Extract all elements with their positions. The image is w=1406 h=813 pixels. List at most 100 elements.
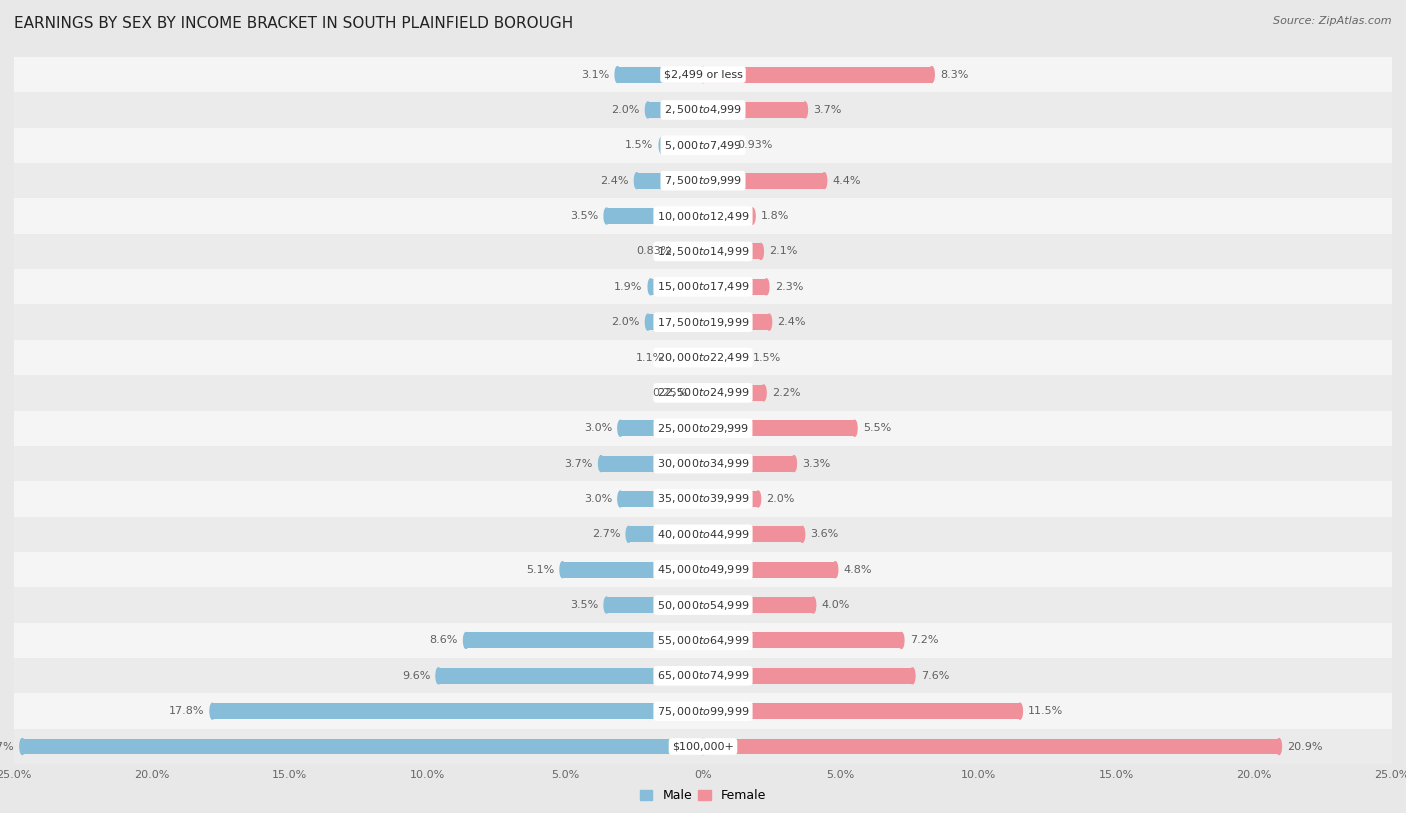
Ellipse shape — [700, 491, 706, 507]
Bar — [14, 57, 1392, 92]
Ellipse shape — [700, 455, 706, 472]
Ellipse shape — [700, 667, 706, 684]
Text: 7.6%: 7.6% — [921, 671, 949, 680]
Bar — [14, 552, 1392, 587]
Ellipse shape — [436, 667, 441, 684]
Ellipse shape — [832, 562, 838, 578]
Ellipse shape — [626, 526, 631, 542]
Bar — [703, 738, 1279, 754]
Bar — [600, 455, 703, 472]
Ellipse shape — [693, 385, 699, 401]
Ellipse shape — [700, 420, 706, 437]
Ellipse shape — [599, 455, 603, 472]
Ellipse shape — [700, 738, 706, 754]
Bar — [703, 137, 728, 154]
Ellipse shape — [803, 102, 807, 118]
Text: 4.8%: 4.8% — [844, 565, 872, 575]
Ellipse shape — [700, 208, 706, 224]
Ellipse shape — [792, 455, 796, 472]
Text: 3.5%: 3.5% — [569, 211, 599, 221]
Bar — [14, 659, 1392, 693]
Text: $100,000+: $100,000+ — [672, 741, 734, 751]
Bar — [14, 623, 1392, 659]
Bar — [562, 562, 703, 578]
Text: 9.6%: 9.6% — [402, 671, 430, 680]
Bar — [14, 340, 1392, 375]
Bar — [14, 128, 1392, 163]
Text: 3.3%: 3.3% — [803, 459, 831, 468]
Text: $15,000 to $17,499: $15,000 to $17,499 — [657, 280, 749, 293]
Ellipse shape — [560, 562, 565, 578]
Bar — [14, 587, 1392, 623]
Text: $75,000 to $99,999: $75,000 to $99,999 — [657, 705, 749, 718]
Bar — [681, 243, 703, 259]
Bar — [14, 233, 1392, 269]
Text: 3.1%: 3.1% — [581, 70, 609, 80]
Bar — [703, 420, 855, 437]
Ellipse shape — [20, 738, 25, 754]
Bar — [14, 693, 1392, 729]
Bar — [672, 350, 703, 366]
Bar — [703, 491, 758, 507]
Ellipse shape — [700, 633, 706, 649]
Text: 3.5%: 3.5% — [569, 600, 599, 610]
Ellipse shape — [617, 491, 623, 507]
Bar — [703, 526, 803, 542]
Text: $35,000 to $39,999: $35,000 to $39,999 — [657, 493, 749, 506]
Ellipse shape — [605, 597, 609, 613]
Ellipse shape — [700, 491, 706, 507]
Bar — [14, 411, 1392, 446]
Ellipse shape — [617, 420, 623, 437]
Text: 3.0%: 3.0% — [583, 424, 612, 433]
Text: 1.5%: 1.5% — [752, 353, 780, 363]
Text: 17.8%: 17.8% — [169, 706, 204, 716]
Bar — [14, 376, 1392, 411]
Ellipse shape — [700, 562, 706, 578]
Ellipse shape — [700, 385, 706, 401]
Text: $65,000 to $74,999: $65,000 to $74,999 — [657, 669, 749, 682]
Text: 2.2%: 2.2% — [772, 388, 800, 398]
Text: 1.8%: 1.8% — [761, 211, 789, 221]
Bar — [22, 738, 703, 754]
Text: 2.1%: 2.1% — [769, 246, 797, 256]
Ellipse shape — [700, 279, 706, 295]
Text: 3.7%: 3.7% — [813, 105, 842, 115]
Bar — [14, 92, 1392, 128]
Text: 4.4%: 4.4% — [832, 176, 860, 185]
Text: 0.83%: 0.83% — [637, 246, 672, 256]
Text: 2.4%: 2.4% — [778, 317, 806, 327]
Ellipse shape — [758, 243, 763, 259]
Text: 1.5%: 1.5% — [626, 141, 654, 150]
Bar — [14, 729, 1392, 764]
Text: 1.1%: 1.1% — [636, 353, 665, 363]
Bar — [212, 703, 703, 720]
Text: 2.0%: 2.0% — [612, 317, 640, 327]
Ellipse shape — [634, 172, 640, 189]
Ellipse shape — [700, 420, 706, 437]
Ellipse shape — [209, 703, 215, 720]
Bar — [651, 279, 703, 295]
Ellipse shape — [700, 172, 706, 189]
Bar — [628, 526, 703, 542]
Bar — [14, 269, 1392, 304]
Bar — [606, 208, 703, 224]
Text: 3.6%: 3.6% — [810, 529, 839, 539]
Text: 11.5%: 11.5% — [1028, 706, 1063, 716]
Text: $5,000 to $7,499: $5,000 to $7,499 — [664, 139, 742, 152]
Text: $17,500 to $19,999: $17,500 to $19,999 — [657, 315, 749, 328]
Ellipse shape — [700, 208, 706, 224]
Ellipse shape — [671, 350, 675, 366]
Bar — [703, 279, 766, 295]
Text: 5.5%: 5.5% — [863, 424, 891, 433]
Bar — [703, 455, 794, 472]
Bar — [703, 314, 769, 330]
Ellipse shape — [910, 667, 915, 684]
Ellipse shape — [700, 137, 706, 154]
Text: $2,499 or less: $2,499 or less — [664, 70, 742, 80]
Ellipse shape — [700, 314, 706, 330]
Text: 7.2%: 7.2% — [910, 636, 938, 646]
Bar — [703, 633, 901, 649]
Ellipse shape — [751, 208, 755, 224]
Text: 5.1%: 5.1% — [526, 565, 554, 575]
Text: 20.9%: 20.9% — [1288, 741, 1323, 751]
